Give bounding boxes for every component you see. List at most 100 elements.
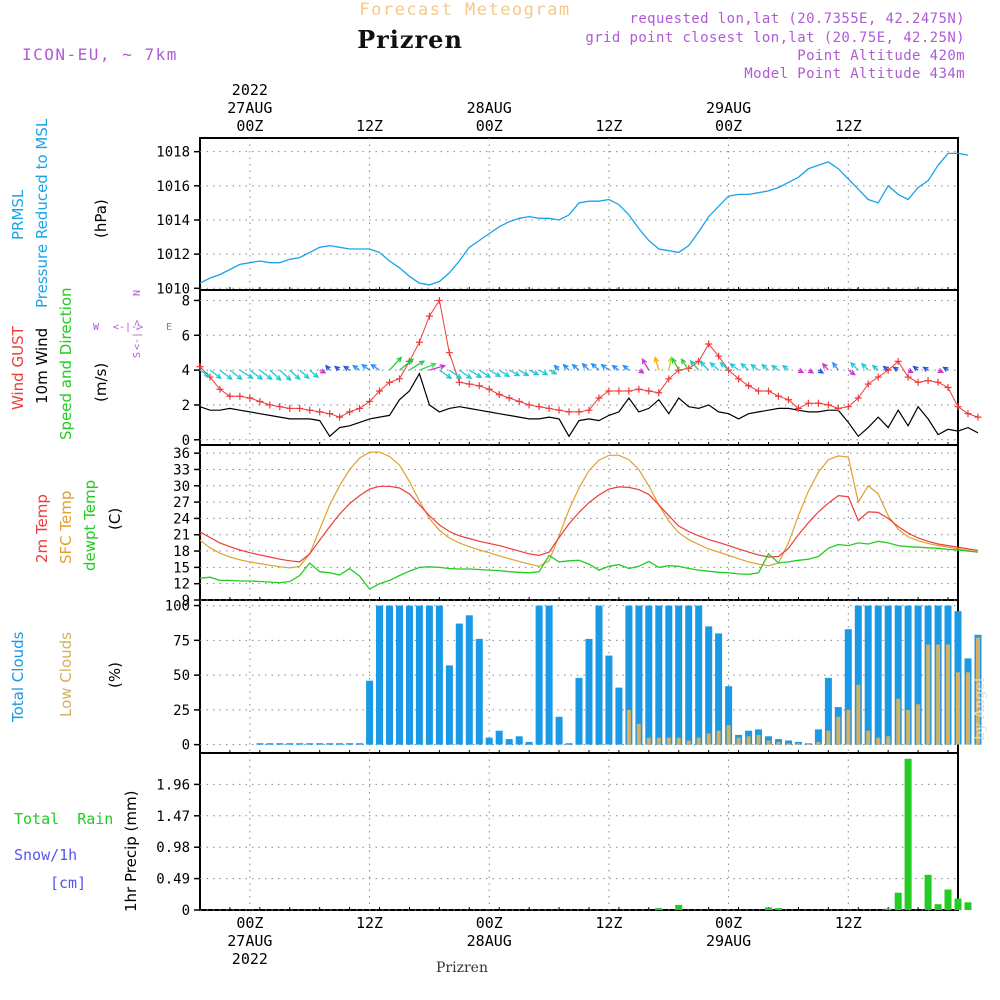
wind-vector bbox=[750, 364, 759, 371]
gust-marker bbox=[415, 338, 423, 346]
wind-vector bbox=[219, 369, 233, 380]
wind-vector-head bbox=[504, 371, 511, 378]
low-cloud-bar bbox=[926, 644, 931, 745]
wind-vector-head bbox=[523, 370, 530, 377]
low-cloud-bar bbox=[686, 740, 691, 745]
total-cloud-bar bbox=[585, 638, 593, 745]
wind-vector bbox=[458, 369, 472, 379]
wind-vector-head bbox=[553, 364, 560, 371]
gust-marker bbox=[545, 404, 553, 412]
wind-vector-head bbox=[699, 360, 706, 367]
sfc-temp-line bbox=[199, 451, 978, 569]
cloud-label-low: Low Clouds bbox=[57, 632, 75, 717]
gust-marker bbox=[735, 375, 743, 383]
precip-label-snow: Snow/1h bbox=[14, 846, 77, 864]
temp-ytick-label: 24 bbox=[173, 511, 190, 527]
total-cloud-bar bbox=[306, 743, 314, 745]
wind-vector-head bbox=[285, 375, 292, 382]
wind-vector bbox=[478, 369, 491, 378]
low-cloud-bar bbox=[756, 734, 761, 745]
low-cloud-bar bbox=[636, 723, 641, 745]
total-cloud-bar bbox=[844, 629, 852, 745]
wind-vector bbox=[680, 358, 690, 371]
gust-marker bbox=[316, 408, 324, 416]
top-time-label: 12Z bbox=[835, 117, 862, 135]
wind-vector-head bbox=[781, 364, 789, 371]
total-cloud-bar bbox=[685, 605, 693, 745]
wind-vector-head bbox=[562, 363, 569, 370]
pressure-labels: PRMSL Pressure Reduced to MSL (hPa) bbox=[9, 118, 110, 308]
pressure-unit: (hPa) bbox=[92, 199, 110, 238]
wind-vector-head bbox=[922, 366, 929, 372]
precip-label-cm: [cm] bbox=[50, 874, 86, 892]
wind-label-10m: 10m Wind bbox=[33, 328, 51, 404]
gust-marker bbox=[276, 403, 284, 411]
pressure-ytick-label: 1016 bbox=[156, 179, 190, 195]
gust-marker bbox=[515, 397, 523, 405]
gust-marker bbox=[535, 403, 543, 411]
wind-vector-head bbox=[275, 375, 282, 382]
model-label: ICON-EU, ~ 7km bbox=[22, 45, 178, 64]
wind-vector-head bbox=[215, 373, 222, 380]
low-cloud-bar bbox=[656, 737, 661, 745]
gust-marker bbox=[914, 378, 922, 386]
wind-vector-head bbox=[729, 362, 736, 369]
chart-title: Prizren bbox=[357, 25, 463, 54]
rain-bar bbox=[944, 889, 952, 910]
wind-vector-head bbox=[320, 368, 327, 374]
low-cloud-bar bbox=[956, 672, 960, 745]
low-cloud-bar bbox=[706, 733, 711, 745]
clouds-ytick-label: 50 bbox=[173, 668, 190, 684]
gust-marker bbox=[625, 387, 633, 395]
precip-frame bbox=[199, 752, 959, 911]
temp-unit: (C) bbox=[106, 508, 124, 530]
wind-vector-head bbox=[937, 368, 944, 374]
wind-vector bbox=[518, 369, 529, 377]
gust-marker bbox=[326, 410, 334, 418]
wind-vector bbox=[409, 360, 425, 371]
temp-ytick-label: 15 bbox=[173, 560, 190, 576]
gust-marker bbox=[366, 397, 374, 405]
info-grid: grid point closest lon,lat (20.75E, 42.2… bbox=[585, 30, 965, 46]
wind-ytick-label: 2 bbox=[182, 398, 190, 414]
wind-vector bbox=[690, 360, 700, 371]
pressure-ytick-label: 1012 bbox=[156, 247, 190, 263]
low-cloud-bar bbox=[886, 736, 891, 745]
wind-ytick-label: 0 bbox=[182, 433, 190, 449]
temp-ytick-label: 36 bbox=[173, 446, 190, 462]
low-cloud-bar bbox=[936, 644, 941, 745]
wind-vector-head bbox=[407, 358, 415, 365]
low-cloud-bar bbox=[846, 709, 851, 745]
total-cloud-bar bbox=[785, 740, 792, 745]
compass-n: N bbox=[132, 290, 143, 296]
total-cloud-bar bbox=[475, 638, 483, 745]
rain-bar bbox=[765, 907, 772, 910]
wind-vector-head bbox=[352, 364, 359, 371]
top-time-label: 28AUG bbox=[467, 99, 512, 117]
wind-vector bbox=[641, 358, 650, 371]
gust-marker bbox=[944, 384, 952, 392]
info-requested: requested lon,lat (20.7355E, 42.2475N) bbox=[630, 11, 966, 27]
low-cloud-bar bbox=[876, 737, 881, 745]
wind-label-gust: Wind GUST bbox=[9, 325, 27, 410]
wind-vector-head bbox=[342, 365, 350, 372]
gust-marker bbox=[784, 396, 792, 404]
bottom-time-label: 29AUG bbox=[706, 932, 751, 950]
temp-ytick-label: 12 bbox=[173, 577, 190, 593]
compass-e: E bbox=[166, 322, 172, 333]
wind-unit: (m/s) bbox=[92, 363, 110, 402]
total-cloud-bar bbox=[635, 605, 643, 745]
wind-vector-head bbox=[832, 361, 838, 368]
footer-label: Prizren bbox=[436, 960, 488, 976]
total-cloud-bar bbox=[495, 730, 503, 745]
precip-ytick-label: 0.49 bbox=[156, 872, 190, 888]
wind-vector bbox=[668, 357, 673, 371]
wind-vector bbox=[389, 357, 402, 371]
wind-vector-head bbox=[892, 366, 899, 372]
gust-marker bbox=[695, 357, 703, 365]
temp-label-sfc: SFC Temp bbox=[57, 491, 75, 564]
wind-vector-head bbox=[907, 368, 914, 374]
clouds-ytick-label: 100 bbox=[165, 599, 190, 615]
wind-ytick-label: 8 bbox=[182, 293, 190, 309]
